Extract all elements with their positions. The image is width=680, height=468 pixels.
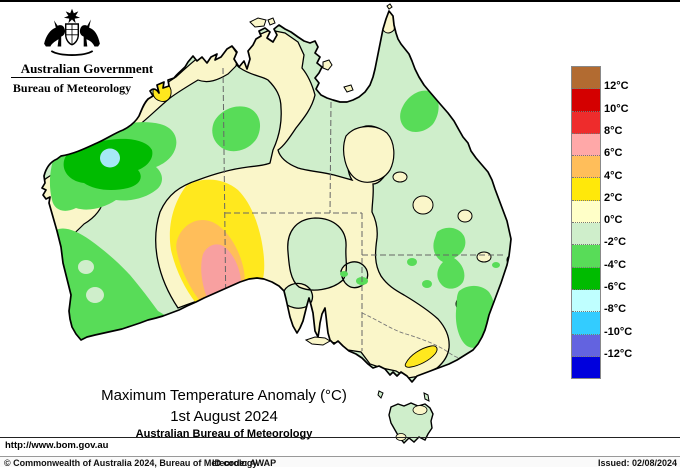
legend-label: -6°C: [604, 281, 627, 293]
region-tas-cream: [412, 405, 428, 415]
legend-swatch: [572, 289, 600, 313]
region-swwa-hole: [78, 260, 94, 274]
region-gulf-cream: [343, 126, 395, 183]
legend-swatch: [572, 334, 600, 357]
legend-label: -4°C: [604, 258, 627, 271]
legend-label: 8°C: [604, 124, 623, 137]
region-cream-spot: [476, 251, 492, 263]
region-cream-spot: [457, 209, 473, 223]
legend-swatches: [571, 66, 601, 380]
legend-label: -2°C: [604, 236, 627, 249]
state-borders: [222, 67, 505, 359]
region-green-dot: [407, 258, 417, 266]
murray-border: [361, 312, 469, 359]
footer-issued: Issued: 02/08/2024: [597, 458, 677, 468]
region-cream-spot: [412, 195, 434, 215]
legend-label: 0°C: [604, 214, 623, 227]
region-green-dot: [422, 280, 432, 288]
region-nqld-green: [400, 90, 439, 133]
legend-label: -12°C: [604, 347, 633, 360]
legend-swatch: [572, 67, 600, 90]
legend-swatch: [572, 245, 600, 268]
map-date: 1st August 2024: [170, 408, 278, 425]
top-border-line: [0, 0, 680, 2]
legend-label: 4°C: [604, 169, 623, 182]
legend-label: 10°C: [604, 102, 629, 115]
legend-swatch: [572, 133, 600, 157]
footer-id-code: ID code: AWAP: [212, 458, 277, 468]
region-pilbara-cyan-spot: [100, 148, 120, 168]
region-green-dot: [492, 262, 500, 268]
footer-copyright: © Commonwealth of Australia 2024, Bureau…: [4, 458, 258, 468]
region-green-dot: [340, 271, 348, 277]
map-title: Maximum Temperature Anomaly (°C): [101, 387, 347, 404]
region-swwa-green: [56, 228, 168, 341]
legend-label: -10°C: [604, 325, 633, 338]
region-nsw-green: [433, 227, 466, 289]
legend-swatch: [572, 356, 600, 379]
legend-swatch: [572, 89, 600, 112]
coat-of-arms-icon: [44, 8, 100, 56]
legend-label: 12°C: [604, 80, 629, 93]
legend-swatch: [572, 178, 600, 201]
title-block: Maximum Temperature Anomaly (°C) 1st Aug…: [40, 387, 408, 440]
legend-swatch: [572, 223, 600, 246]
region-darwin-green: [311, 32, 323, 42]
footer-url: http://www.bom.gov.au: [5, 440, 109, 451]
region-swwa-hole: [86, 287, 104, 303]
header-divider: [11, 77, 133, 78]
legend-swatch: [572, 156, 600, 179]
tasmania: [388, 402, 434, 445]
region-central-cream: [155, 29, 450, 379]
islands: [249, 3, 430, 402]
legend-label: 2°C: [604, 191, 623, 204]
map-source: Australian Bureau of Meteorology: [135, 428, 313, 440]
legend-label: 6°C: [604, 147, 623, 160]
legend-swatch: [572, 312, 600, 335]
bureau-title: Bureau of Meteorology: [12, 81, 132, 95]
region-vic-yellow: [404, 345, 438, 368]
legend-swatch: [572, 111, 600, 134]
region-cream-spot: [392, 171, 408, 183]
footer-strip: [0, 457, 680, 467]
legend-label: -8°C: [604, 303, 627, 316]
government-title: Australian Government: [20, 61, 154, 76]
legend-swatch: [572, 200, 600, 224]
coastline: [41, 10, 512, 383]
legend-swatch: [572, 267, 600, 290]
footer-divider-bottom: [0, 456, 680, 457]
footer-divider-top: [0, 437, 680, 438]
